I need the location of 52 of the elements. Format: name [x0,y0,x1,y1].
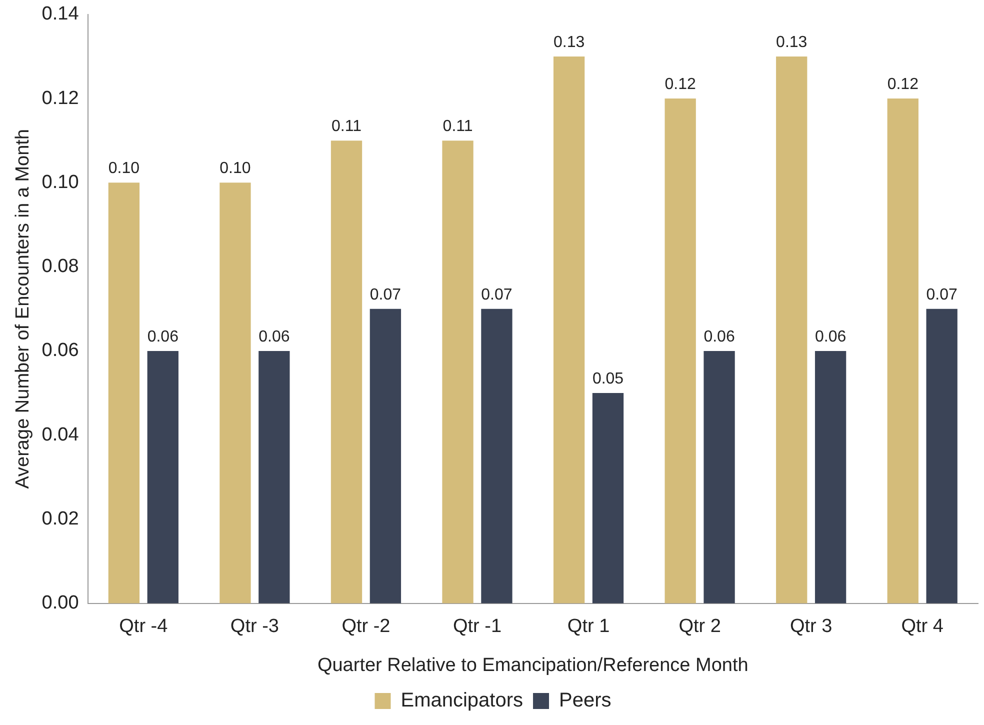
text: 0.10 [220,160,251,178]
y-tick-label: 0.08 [42,256,79,278]
bar [664,98,696,604]
x-tick-label: Qtr -3 [230,616,279,638]
y-tick-label: 0.04 [42,424,80,446]
text: 0.11 [442,118,473,136]
bar [926,308,958,604]
text: 0.07 [370,286,402,304]
y-tick-label: 0.06 [42,340,79,362]
legend-label: Emancipators [400,690,524,712]
x-tick-label: Qtr 2 [678,616,721,638]
bar [814,350,846,604]
bar [220,182,251,604]
x-tick-label: Qtr -2 [342,616,390,638]
text: 0.10 [108,160,140,178]
y-tick-label: 0.14 [42,4,80,25]
text: 0.07 [481,286,512,304]
bar [108,182,140,604]
text: 0.06 [147,328,178,346]
x-tick-label: Qtr 1 [567,616,610,638]
bar [147,350,178,604]
x-tick-label: Qtr 3 [790,616,832,638]
y-tick-label: 0.00 [42,592,79,614]
text: 0.13 [553,34,585,51]
y-tick-label: 0.10 [42,172,79,193]
bar [887,98,918,604]
bar [553,56,585,604]
text: 0.11 [332,118,362,136]
text: 0.06 [704,328,735,346]
text: 0.12 [887,76,918,93]
bar [481,308,512,604]
bar [442,140,474,604]
y-tick-label: 0.02 [42,508,79,530]
text: 0.06 [814,328,846,346]
x-tick-label: Qtr -4 [119,616,168,638]
text: 0.06 [258,328,290,346]
y-axis-title: Average Number of Encounters in a Month [12,129,34,489]
legend-label: Peers [559,690,612,712]
x-tick-label: Qtr -1 [452,616,502,638]
x-axis-title: Quarter Relative to Emancipation/Reference Month [317,654,748,676]
bar [258,350,290,604]
bar [704,350,735,604]
x-tick-label: Qtr 4 [901,616,944,638]
y-tick-label: 0.12 [42,88,79,109]
bar [776,56,808,604]
text: 0.05 [592,370,624,388]
text: 0.13 [776,34,808,51]
bar [592,393,624,604]
text: 0.07 [926,286,958,304]
bar [370,308,402,604]
text: 0.12 [664,76,696,93]
bar [330,140,362,604]
